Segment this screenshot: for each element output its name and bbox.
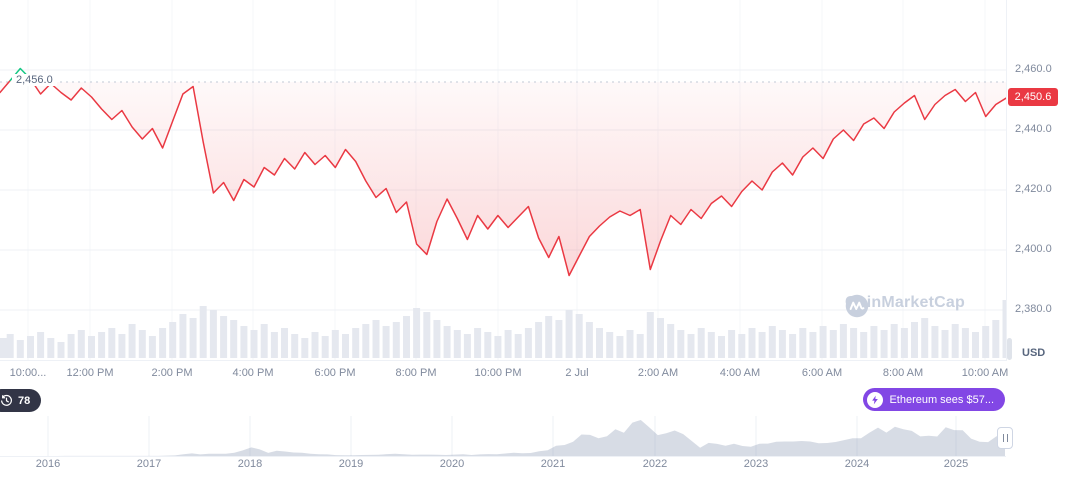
price-axis-label: 2,440.0 bbox=[1015, 123, 1052, 135]
open-price-label: 2,456.0 bbox=[12, 74, 57, 86]
year-label: 2021 bbox=[540, 458, 566, 470]
year-label: 2017 bbox=[136, 458, 162, 470]
time-axis-label: 6:00 AM bbox=[801, 367, 843, 379]
time-axis-label: 2 Jul bbox=[565, 367, 589, 379]
time-axis[interactable]: 10:00... 12:00 PM 2:00 PM 4:00 PM 6:00 PM 8:0… bbox=[0, 361, 1009, 385]
price-axis-label: 2,380.0 bbox=[1015, 303, 1052, 315]
history-clock-icon bbox=[1, 394, 12, 406]
time-axis-label: 10:00 PM bbox=[474, 367, 522, 379]
axis-scrollbar[interactable] bbox=[1007, 338, 1012, 360]
lightning-icon bbox=[867, 391, 884, 408]
current-price-badge: 2,450.6 bbox=[1008, 88, 1058, 107]
timeline-years: 2016 2017 2018 2019 2020 2021 2022 2023 2024 2025 bbox=[0, 458, 1006, 476]
price-axis-label: 2,400.0 bbox=[1015, 243, 1052, 255]
news-flash-pill[interactable]: Ethereum sees $57... bbox=[863, 388, 1005, 411]
time-axis-label: 8:00 AM bbox=[882, 367, 924, 379]
price-chart-plot[interactable]: 2,456.0 CoinMarketCap bbox=[0, 0, 1007, 361]
time-axis-label: 12:00 PM bbox=[66, 367, 114, 379]
history-count-badge[interactable]: 78 bbox=[0, 389, 42, 412]
time-axis-label: 6:00 PM bbox=[314, 367, 356, 379]
time-axis-label: 10:00 AM bbox=[961, 367, 1009, 379]
timeline-navigator[interactable] bbox=[0, 416, 1006, 457]
watermark: CoinMarketCap bbox=[845, 294, 965, 318]
navigator-handle[interactable] bbox=[997, 427, 1013, 449]
price-axis-label: 2,460.0 bbox=[1015, 63, 1052, 75]
time-axis-label: 2:00 PM bbox=[151, 367, 193, 379]
history-count: 78 bbox=[18, 394, 31, 407]
price-axis-label: 2,420.0 bbox=[1015, 183, 1052, 195]
year-label: 2018 bbox=[237, 458, 263, 470]
year-label: 2020 bbox=[439, 458, 465, 470]
time-axis-label: 4:00 AM bbox=[719, 367, 761, 379]
time-axis-label: 10:00... bbox=[9, 367, 47, 379]
watermark-text: CoinMarketCap bbox=[845, 294, 965, 311]
timeline-navigator-svg[interactable] bbox=[0, 416, 1006, 456]
time-axis-label: 8:00 PM bbox=[395, 367, 437, 379]
year-label: 2022 bbox=[642, 458, 668, 470]
price-chart-svg[interactable] bbox=[0, 0, 1006, 360]
year-label: 2023 bbox=[743, 458, 769, 470]
time-axis-label: 2:00 AM bbox=[637, 367, 679, 379]
year-label: 2024 bbox=[844, 458, 870, 470]
year-label: 2019 bbox=[338, 458, 364, 470]
currency-label[interactable]: USD bbox=[1022, 347, 1046, 359]
year-label: 2016 bbox=[35, 458, 61, 470]
time-axis-label: 4:00 PM bbox=[232, 367, 274, 379]
price-axis[interactable]: 2,450.6 USD 2,460.0 2,440.0 2,420.0 2,400.0… bbox=[1007, 0, 1072, 386]
coinmarketcap-logo-icon bbox=[845, 294, 869, 318]
year-label: 2025 bbox=[943, 458, 969, 470]
news-flash-text: Ethereum sees $57... bbox=[889, 393, 994, 406]
